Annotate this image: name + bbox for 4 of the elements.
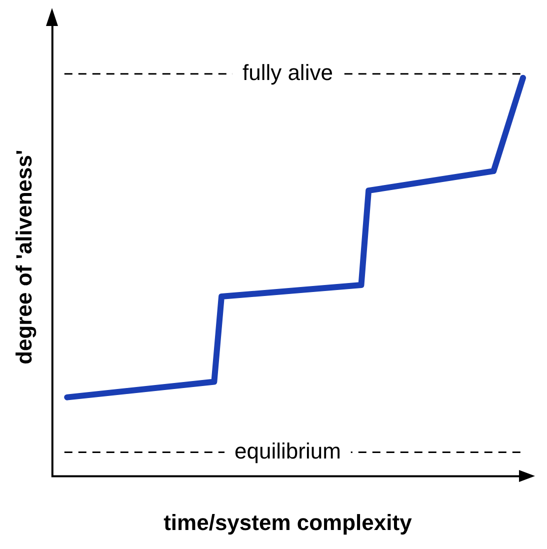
x-axis-title: time/system complexity <box>164 510 413 535</box>
ref-line-label: equilibrium <box>234 438 341 464</box>
ref-line-label: fully alive <box>242 60 333 85</box>
y-axis-title: degree of 'aliveness' <box>11 150 36 364</box>
